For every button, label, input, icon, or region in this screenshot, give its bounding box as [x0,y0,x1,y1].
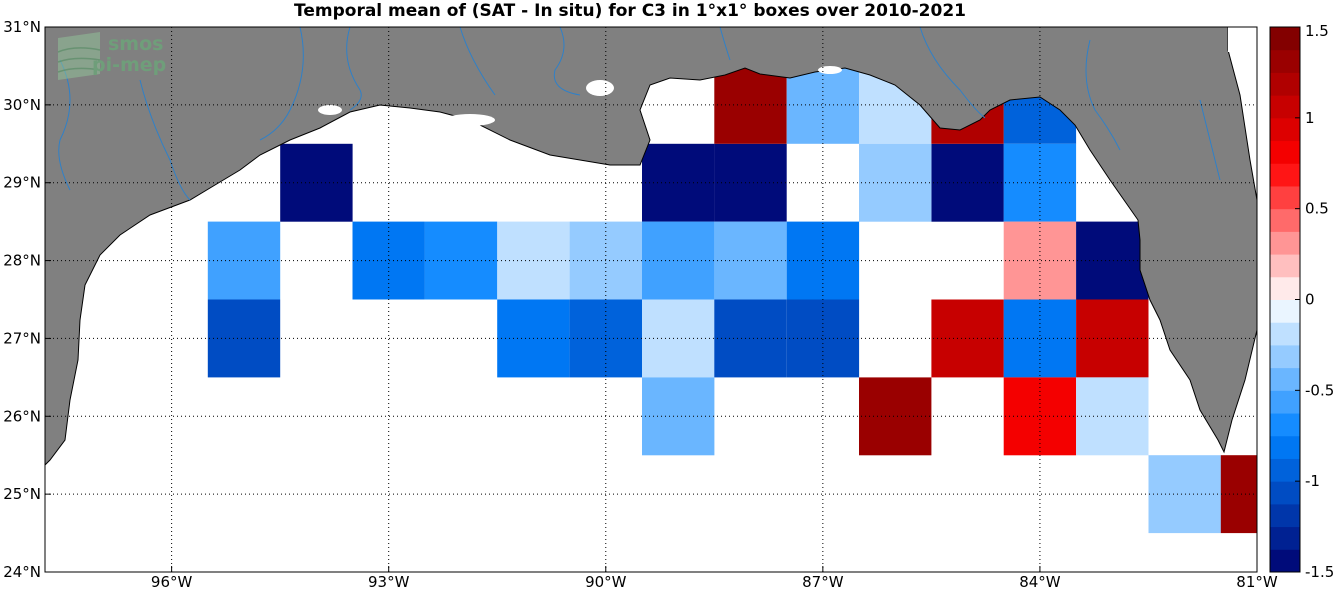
colorbar-segment [1270,458,1300,482]
x-tick-label: 90°W [585,573,627,591]
heatmap-cell [1076,299,1149,378]
colorbar-tick-label: 1.5 [1305,22,1329,40]
land-mass [45,27,1257,466]
map-title: Temporal mean of (SAT - In situ) for C3 … [294,1,966,21]
y-tick-label: 30°N [3,96,41,114]
logo-line2: pi-mep [92,54,166,76]
y-tick-label: 24°N [3,563,41,581]
heatmap-cell [1003,143,1077,222]
heatmap-cell [931,299,1004,378]
colorbar-segment [1270,322,1300,346]
lake-water [586,80,614,96]
heatmap-cell [1003,377,1077,456]
colorbar-tick-label: -0.5 [1305,381,1334,399]
smos-pimep-logo: smos pi-mep [57,32,166,80]
colorbar-segment [1270,231,1300,255]
x-tick-label: 84°W [1019,573,1061,591]
y-tick-label: 28°N [3,252,41,270]
colorbar-segment [1270,72,1300,96]
colorbar-segment [1270,549,1300,573]
heatmap-cells [207,65,1257,534]
plot-frame [44,26,1258,573]
heatmap-cell [714,221,787,300]
heatmap-cell [786,221,860,300]
colorbar-segment [1270,413,1300,437]
heatmap-cell [642,143,715,222]
heatmap-cell [280,143,353,222]
colorbar-segment [1270,503,1300,528]
bay-water [818,66,842,74]
heatmap-cell [786,299,860,378]
colorbar-segment [1270,254,1300,278]
y-tick-label: 26°N [3,407,41,425]
heatmap-cell [714,143,787,222]
heatmap-cell [642,221,715,300]
colorbar-segment [1270,117,1300,142]
heatmap-cell [859,377,932,456]
x-tick-label: 81°W [1236,573,1278,591]
y-tick-label: 25°N [3,485,41,503]
colorbar-segment [1270,435,1300,459]
colorbar-tick-label: -1.5 [1305,563,1334,581]
heatmap-cell [931,143,1004,222]
x-axis: 96°W 93°W 90°W 87°W 84°W 81°W [151,566,1278,591]
x-tick-label: 93°W [368,573,410,591]
heatmap-cell [1003,221,1077,300]
heatmap-cell [859,143,932,222]
colorbar-ticks: -1.5 -1 -0.5 0 0.5 1 1.5 [1295,22,1334,581]
atlantic-ocean [1228,27,1257,52]
x-tick-label: 87°W [802,573,844,591]
colorbar-segment [1270,299,1300,323]
y-axis: 24°N 25°N 26°N 27°N 28°N 29°N 30°N 31°N [3,18,51,581]
heatmap-cell [786,65,860,144]
heatmap-cell [1076,377,1149,456]
heatmap-cell [642,377,715,456]
colorbar-segment [1270,390,1300,414]
colorbar-tick-label: 0 [1305,291,1315,309]
heatmap-cell [714,299,787,378]
heatmap-cell [207,299,281,378]
colorbar-segment [1270,481,1300,505]
colorbar [1270,27,1300,573]
colorbar-segment [1270,140,1300,164]
colorbar-tick-label: 1 [1305,109,1315,127]
colorbar-segment [1270,276,1300,300]
heatmap-cell [1076,221,1149,300]
heatmap-cell [642,299,715,378]
heatmap-cell [1148,455,1221,534]
colorbar-segment [1270,49,1300,73]
colorbar-segment [1270,208,1300,232]
y-tick-label: 29°N [3,174,41,192]
grid-lines [45,27,1257,572]
y-tick-label: 31°N [3,18,41,36]
heatmap-cell [1003,299,1077,378]
colorbar-segment [1270,95,1300,119]
heatmap-cell [352,221,425,300]
x-tick-label: 96°W [151,573,193,591]
heatmap-cell [714,65,787,144]
bay-water [445,114,495,126]
colorbar-segment [1270,185,1300,210]
y-tick-label: 27°N [3,329,41,347]
colorbar-tick-label: -1 [1305,472,1320,490]
colorbar-segment [1270,27,1300,51]
colorbar-tick-label: 0.5 [1305,200,1329,218]
logo-line1: smos [108,33,163,55]
colorbar-segment [1270,344,1300,369]
heatmap-cell [1220,455,1257,534]
rivers [58,27,1221,201]
heatmap-cell [207,221,281,300]
lake-water [318,105,342,115]
colorbar-segment [1270,163,1300,187]
colorbar-segment [1270,367,1300,391]
colorbar-segment [1270,526,1300,550]
